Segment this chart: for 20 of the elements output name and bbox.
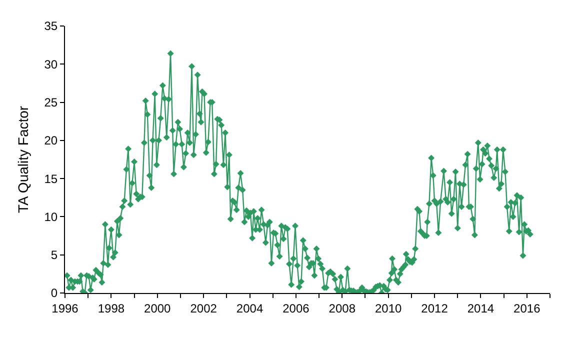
x-tick-label: 2012: [421, 301, 448, 316]
x-tick-label: 2002: [190, 301, 218, 316]
y-axis-title: TA Quality Factor: [14, 106, 31, 214]
x-tick-label: 2004: [236, 301, 264, 316]
x-tick-label: 2016: [514, 301, 541, 316]
x-tick-label: 1996: [52, 301, 79, 316]
x-tick-label: 2008: [328, 301, 356, 316]
x-tick-label: 2014: [467, 301, 494, 316]
y-tick-label: 20: [44, 134, 58, 148]
y-tick-label: 0: [50, 286, 58, 300]
y-tick-label: 25: [44, 95, 58, 110]
y-tick-label: 5: [50, 248, 58, 262]
y-tick-label: 10: [44, 210, 58, 224]
x-tick-label: 2000: [144, 301, 172, 316]
x-tick-label: 1998: [98, 301, 125, 316]
x-tick-label: 2006: [282, 301, 310, 316]
y-tick-label: 30: [44, 57, 58, 72]
x-tick-label: 2010: [374, 301, 402, 316]
y-tick-label: 35: [44, 19, 58, 34]
y-tick-label: 15: [44, 172, 58, 186]
